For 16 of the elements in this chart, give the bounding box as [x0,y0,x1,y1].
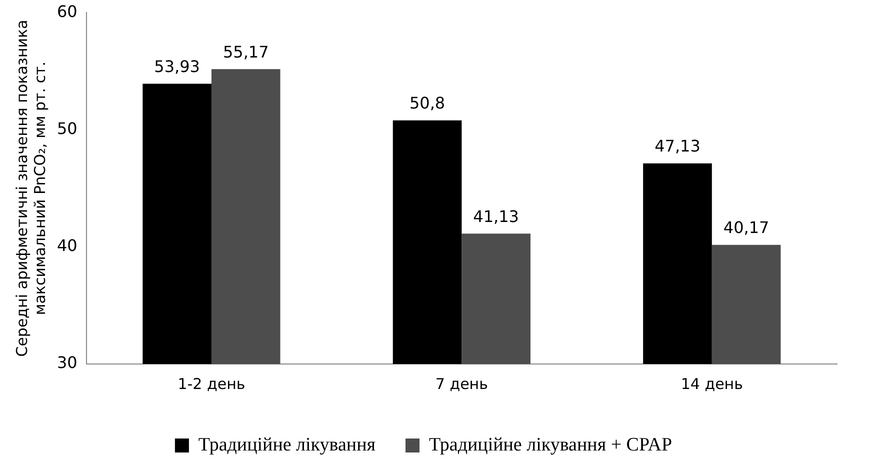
data-label: 40,17 [723,218,770,238]
x-tick-label: 7 день [435,374,488,393]
legend-label: Традиційне лікування [198,434,376,456]
legend-label: Традиційне лікування + CPAP [429,434,672,456]
y-tick-label: 60 [57,2,78,21]
y-tick-label: 50 [57,118,78,138]
y-tick-label: 40 [57,236,78,256]
data-label: 41,13 [473,206,519,226]
y-axis-title: Середні арифметичні значення показника максимальний PnCO₂, мм рт. ст. [12,20,49,357]
data-label: 47,13 [654,136,700,156]
x-tick-label: 1-2 день [178,374,246,393]
data-label: 50,8 [409,94,446,113]
data-label: 55,17 [222,42,269,62]
data-label: 53,93 [154,56,200,76]
y-tick-label: 30 [57,353,78,372]
x-tick-label: 14 день [680,374,743,393]
